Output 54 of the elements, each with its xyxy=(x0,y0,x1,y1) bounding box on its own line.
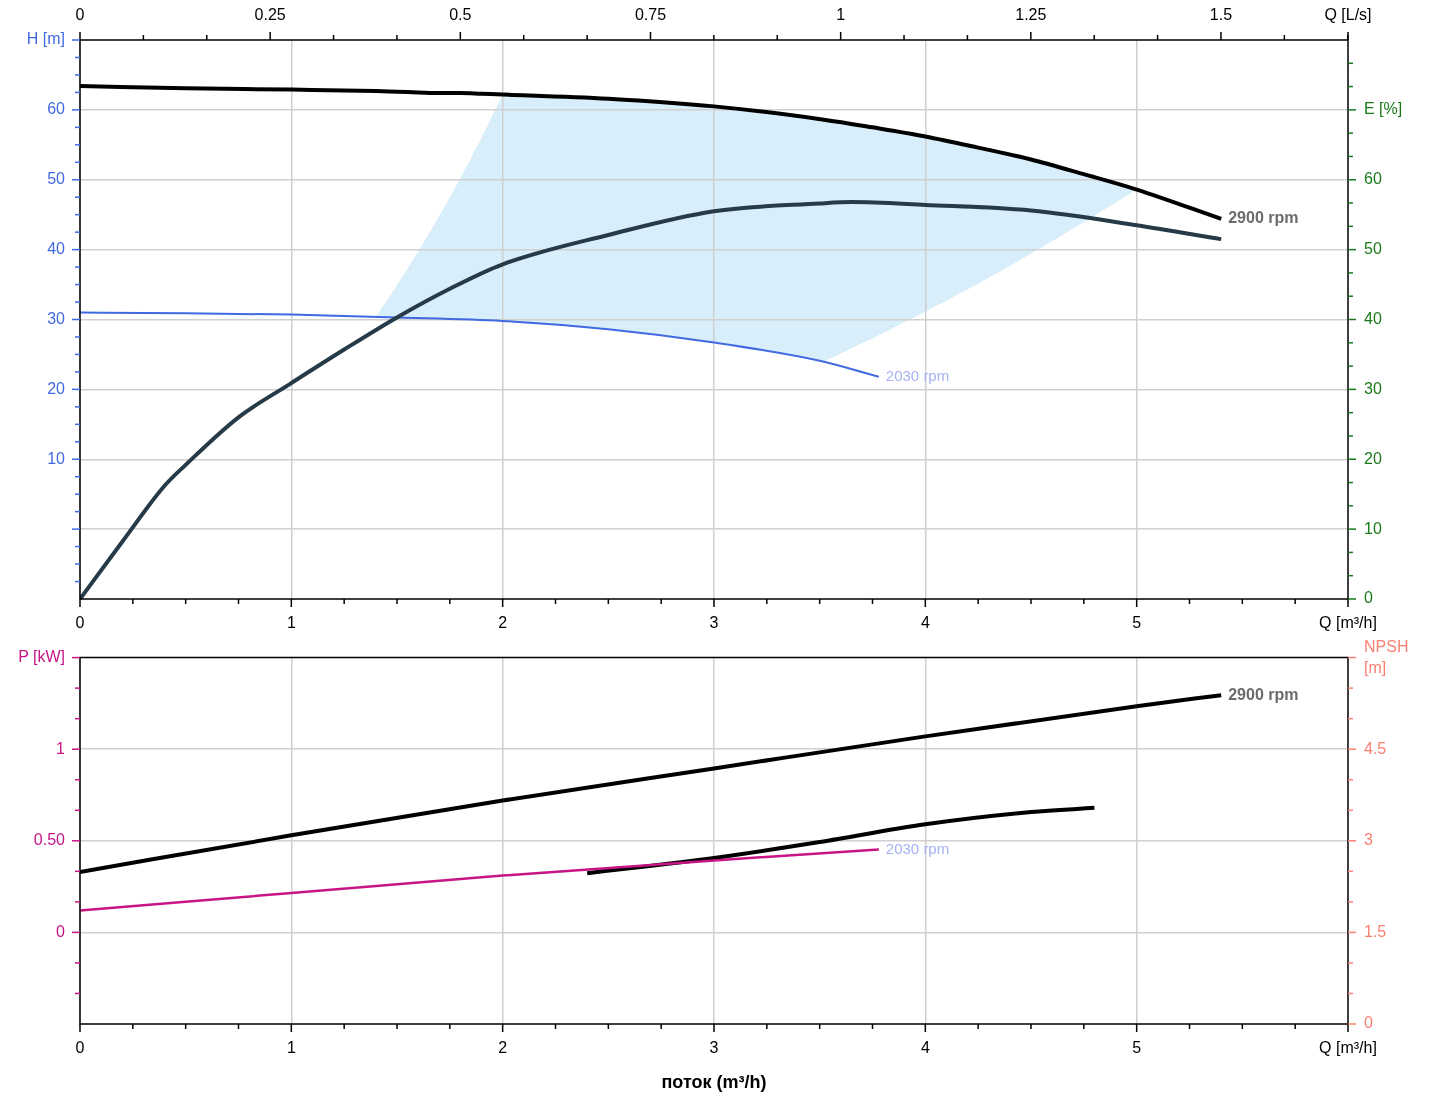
x-axis-title: Q [m³/h] xyxy=(1319,1039,1377,1057)
x2-tick-label: 0.75 xyxy=(634,5,667,23)
x2-tick-label: 0.25 xyxy=(254,5,286,23)
y2-tick-label: 3 xyxy=(1364,831,1373,849)
series-label: 2030 rpm xyxy=(885,839,950,857)
x-axis-title: Q [m³/h] xyxy=(1319,614,1377,632)
x2-tick-label: 1 xyxy=(836,5,846,23)
x-tick-label: 3 xyxy=(709,1039,719,1057)
y-tick-label: 40 xyxy=(47,240,66,258)
x2-tick-label: 1.5 xyxy=(1209,5,1233,23)
x-tick-label: 0 xyxy=(75,1039,85,1057)
text: поток (m³/h) xyxy=(661,1071,767,1092)
y2-axis-title: E [%] xyxy=(1364,100,1403,118)
y2-tick-label: 1.5 xyxy=(1364,922,1387,940)
x-tick-label: 1 xyxy=(286,1039,296,1057)
y2-tick-label: 0 xyxy=(1364,1014,1373,1032)
x2-tick-label: 0 xyxy=(75,5,85,23)
y-axis-title: P [kW] xyxy=(18,648,65,666)
x-tick-label: 2 xyxy=(498,1039,508,1057)
x-tick-label: 5 xyxy=(1132,614,1142,632)
y-tick-label: 0.50 xyxy=(33,831,66,849)
y2-tick-label: 60 xyxy=(1364,170,1382,188)
x-tick-label: 5 xyxy=(1132,1039,1142,1057)
y-tick-label: 10 xyxy=(47,449,66,467)
x2-tick-label: 0.5 xyxy=(449,5,472,23)
y-axis-title: H [m] xyxy=(26,30,65,48)
y-tick-label: 30 xyxy=(47,309,66,327)
y2-tick-label: 20 xyxy=(1364,449,1382,467)
series-label: 2030 rpm xyxy=(885,366,950,384)
x2-tick-label: 1.25 xyxy=(1015,5,1047,23)
y2-axis-title: NPSH [m] xyxy=(1364,637,1409,676)
y2-tick-label: 10 xyxy=(1364,519,1382,537)
x-tick-label: 4 xyxy=(920,1039,930,1057)
line-series xyxy=(80,311,880,378)
y2-tick-label: 0 xyxy=(1364,589,1373,607)
line-series xyxy=(80,848,881,912)
series-label: 2900 rpm xyxy=(1228,209,1299,227)
y-tick-label: 60 xyxy=(47,100,66,118)
y2-tick-label: 30 xyxy=(1364,379,1382,397)
y-tick-label: 0 xyxy=(56,922,66,940)
x-tick-label: 3 xyxy=(709,614,719,632)
y-tick-label: 50 xyxy=(47,170,66,188)
series-label: 2900 rpm xyxy=(1228,685,1299,703)
x2-axis-title: Q [L/s] xyxy=(1324,5,1372,23)
y2-tick-label: 40 xyxy=(1364,309,1382,327)
line-series xyxy=(80,200,1224,599)
y2-tick-label: 50 xyxy=(1364,240,1382,258)
y2-tick-label: 4.5 xyxy=(1364,739,1387,757)
x-tick-label: 2 xyxy=(498,614,508,632)
x-tick-label: 1 xyxy=(286,614,296,632)
y-tick-label: 1 xyxy=(56,739,66,757)
y-tick-label: 20 xyxy=(47,379,66,397)
x-tick-label: 0 xyxy=(75,614,85,632)
x-tick-label: 4 xyxy=(920,614,930,632)
